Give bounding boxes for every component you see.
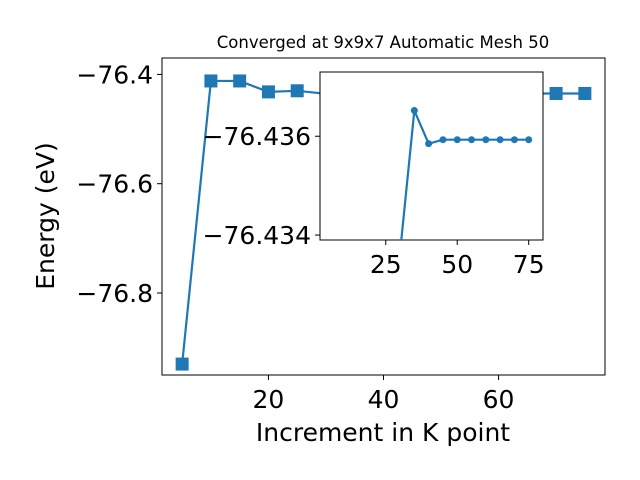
main-x-tick-label: 60 — [483, 385, 515, 414]
inset-data-point — [510, 136, 518, 144]
inset-y-tick-label: −76.436 — [203, 122, 311, 151]
x-axis-label: Increment in K point — [256, 418, 510, 447]
y-axis-label: Energy (eV) — [31, 142, 60, 289]
inset-data-point — [482, 136, 490, 144]
inset-data-point — [453, 136, 461, 144]
inset-data-point — [439, 136, 447, 144]
inset-data-point — [410, 107, 418, 115]
main-y-tick-label: −76.6 — [76, 170, 153, 199]
inset-data-point — [468, 136, 476, 144]
inset-x-tick-label: 50 — [441, 250, 473, 279]
main-data-point — [261, 85, 275, 99]
inset-x-tick-label: 25 — [370, 250, 402, 279]
main-data-point — [578, 86, 592, 100]
inset-x-tick-label: 75 — [513, 250, 545, 279]
main-y-tick-label: −76.8 — [76, 279, 153, 308]
main-data-point — [175, 357, 189, 371]
main-data-point — [233, 74, 247, 88]
inset-series-line — [400, 106, 529, 240]
main-y-tick-label: −76.4 — [76, 60, 153, 89]
inset-data-point — [525, 136, 533, 144]
main-x-tick-label: 40 — [368, 385, 400, 414]
inset-y-tick-label: −76.434 — [203, 221, 311, 250]
inset-data-point — [425, 140, 433, 148]
main-data-point — [549, 86, 563, 100]
inset-plot-frame — [319, 71, 544, 241]
chart-title: Converged at 9x9x7 Automatic Mesh 50 — [217, 33, 549, 52]
main-x-tick-label: 20 — [253, 385, 285, 414]
main-data-point — [290, 84, 304, 98]
main-data-point — [204, 74, 218, 88]
inset-data-point — [496, 136, 504, 144]
